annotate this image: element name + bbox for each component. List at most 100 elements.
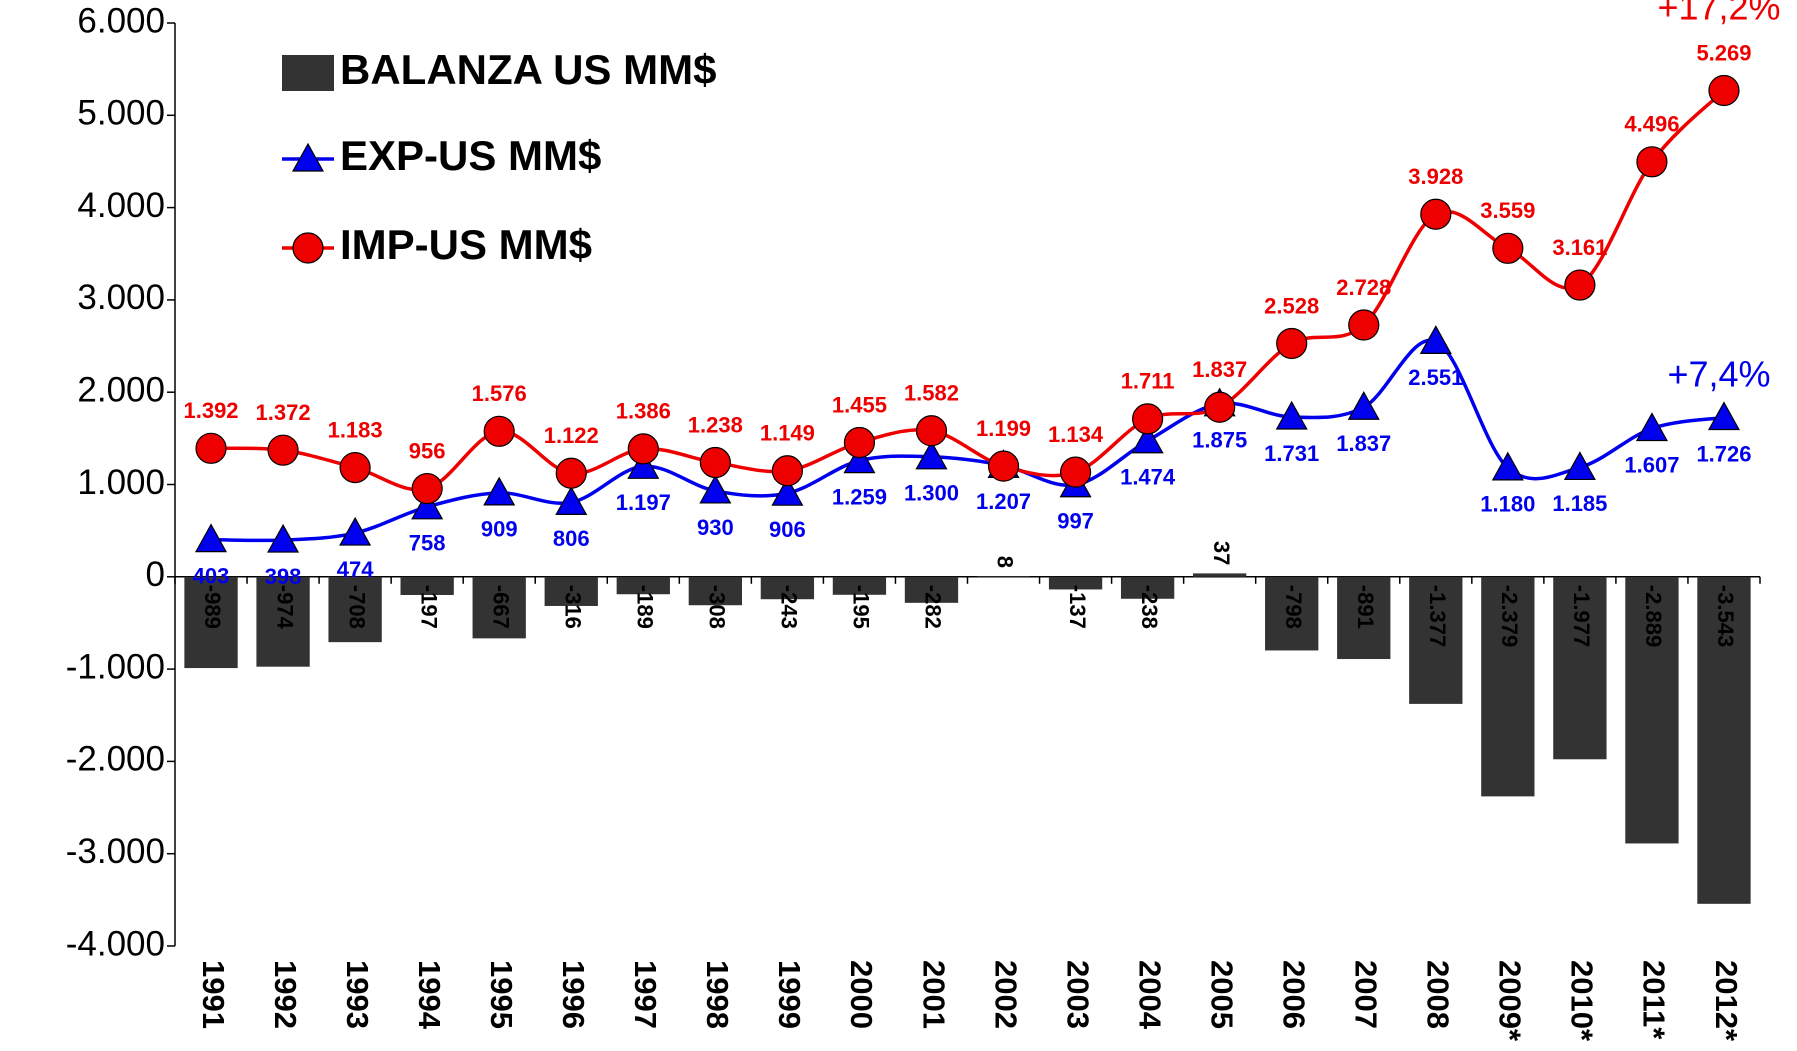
y-tick-label: 4.000	[77, 186, 165, 225]
point	[987, 450, 1020, 482]
point	[1419, 325, 1452, 354]
bar-value-label: 8	[993, 556, 1018, 568]
point	[1636, 146, 1668, 178]
bar-value-label: -3.543	[1713, 585, 1738, 647]
x-tick-label: 1991	[196, 960, 231, 1029]
point	[1707, 401, 1740, 431]
point	[339, 516, 372, 546]
bar	[904, 576, 959, 603]
bar	[328, 576, 382, 643]
y-tick-label: 1.000	[77, 463, 165, 502]
point	[339, 452, 371, 484]
bar-value-label: -891	[1353, 585, 1378, 629]
y-tick-label: 5.000	[77, 94, 165, 133]
bar-value-label: 37	[1209, 541, 1234, 565]
legend-label: EXP-US MM$	[340, 132, 601, 179]
x-tick-label: 2003	[1060, 960, 1095, 1029]
bar-value-label: -189	[632, 585, 657, 629]
x-tick-label: 2010*	[1565, 960, 1600, 1042]
bar	[1553, 576, 1607, 760]
x-tick-label: 1993	[340, 960, 375, 1029]
point-value-label: 3.559	[1480, 198, 1535, 223]
bar-value-label: -989	[200, 585, 225, 629]
bar-value-label: -1.377	[1425, 585, 1450, 647]
point-value-label: 3.928	[1408, 164, 1463, 189]
bar	[976, 576, 1031, 577]
point	[1059, 456, 1092, 488]
y-tick-label: 3.000	[77, 278, 165, 317]
point	[771, 476, 804, 506]
bar	[1625, 576, 1679, 844]
point-value-label: 1.731	[1264, 441, 1319, 466]
legend-swatch	[282, 55, 334, 91]
point	[267, 434, 299, 466]
point-value-label: 1.711	[1121, 369, 1175, 394]
x-tick-label: 1999	[772, 960, 807, 1029]
point-value-label: 1.392	[183, 398, 238, 423]
legend-marker	[291, 142, 325, 172]
legend-label: BALANZA US MM$	[340, 46, 716, 93]
point-value-label: 1.372	[256, 400, 311, 425]
point-value-label: 1.149	[760, 421, 815, 446]
bar	[1193, 573, 1247, 577]
bar-value-label: -708	[344, 585, 369, 629]
y-tick-label: 6.000	[77, 1, 165, 40]
x-tick-label: 2011*	[1637, 960, 1672, 1040]
x-tick-label: 1995	[484, 960, 519, 1029]
bar-value-label: -974	[272, 585, 297, 630]
x-tick-label: 1992	[268, 960, 303, 1029]
point-value-label: 1.180	[1480, 492, 1535, 517]
point	[771, 455, 803, 487]
point-value-label: 1.386	[616, 399, 671, 424]
point-value-label: 1.238	[688, 412, 743, 437]
bar-value-label: -137	[1065, 585, 1090, 629]
y-tick-label: -4.000	[66, 924, 165, 963]
bar-value-label: -282	[921, 585, 946, 629]
point-value-label: 909	[481, 517, 518, 542]
point-value-label: 403	[193, 563, 230, 588]
x-tick-label: 2001	[916, 960, 951, 1029]
x-tick-label: 2007	[1349, 960, 1384, 1029]
point	[1276, 327, 1308, 360]
point-value-label: 1.582	[904, 381, 959, 406]
point-value-label: 4.496	[1624, 112, 1679, 137]
point-value-label: 930	[697, 515, 734, 540]
point	[1204, 391, 1236, 423]
bar-value-label: -195	[849, 585, 874, 629]
x-tick-label: 2009*	[1493, 960, 1528, 1042]
point	[411, 472, 443, 505]
point-value-label: 474	[337, 557, 374, 582]
x-tick-label: 2006	[1277, 960, 1312, 1029]
legend-marker	[292, 232, 324, 264]
point-value-label: 1.300	[904, 481, 959, 506]
point-value-label: 3.161	[1552, 235, 1607, 260]
bar-value-label: -308	[705, 585, 730, 629]
x-tick-label: 1996	[556, 960, 591, 1029]
y-tick-label: -2.000	[66, 740, 165, 779]
point	[1420, 198, 1452, 230]
bar	[1337, 576, 1391, 660]
legend-label: IMP-US MM$	[340, 221, 592, 268]
point-value-label: 1.199	[976, 416, 1031, 441]
annotation: +7,4%	[1667, 354, 1770, 395]
point	[1708, 74, 1740, 107]
annotation: +17,2%	[1657, 0, 1780, 28]
bar	[1265, 576, 1319, 651]
point	[483, 415, 515, 447]
point	[1347, 391, 1380, 420]
point-value-label: 1.837	[1192, 357, 1247, 382]
bar-value-label: -798	[1281, 585, 1306, 629]
point	[555, 486, 588, 516]
bar	[544, 576, 598, 606]
bar-value-label: -197	[416, 585, 441, 629]
point-value-label: 956	[409, 438, 446, 463]
x-tick-label: 2008	[1421, 960, 1456, 1029]
point	[1348, 309, 1380, 341]
y-tick-label: 2.000	[77, 370, 165, 409]
point	[483, 476, 516, 506]
x-tick-label: 2012*	[1709, 960, 1744, 1042]
x-tick-label: 2005	[1204, 960, 1239, 1029]
point	[699, 474, 732, 504]
point	[915, 415, 948, 447]
point-value-label: 1.726	[1696, 441, 1751, 466]
